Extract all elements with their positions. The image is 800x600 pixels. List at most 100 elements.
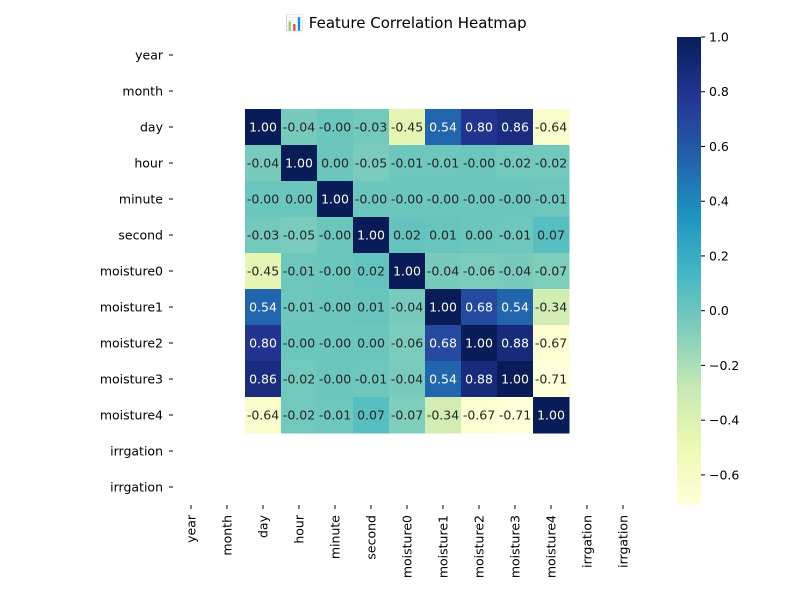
column-axis: year month day hour minute second moisture0 moi… [184, 505, 631, 578]
heatmap-cell [425, 217, 462, 254]
row-tick-label: moisture0 [100, 264, 163, 279]
cell-value-label: -0.45 [391, 120, 423, 135]
heatmap-cell [245, 289, 282, 326]
cell-value-label: 0.88 [501, 336, 529, 351]
cell-value-label: -0.64 [247, 408, 279, 423]
heatmap-cell [353, 397, 390, 434]
heatmap-cell [461, 217, 498, 254]
cell-value-label: 1.00 [501, 372, 529, 387]
cell-value-label: -0.03 [247, 228, 279, 243]
cell-value-label: -0.04 [247, 156, 279, 171]
row-tick-label: year [135, 48, 164, 63]
colorbar-gradient [677, 37, 701, 505]
heatmap-cell [317, 325, 354, 362]
colorbar-tick-label: 0.2 [709, 248, 729, 263]
heatmap-cell [317, 109, 354, 146]
cell-value-label: 0.54 [429, 120, 457, 135]
row-tick-label: minute [119, 192, 163, 207]
cell-value-label: -0.05 [355, 156, 387, 171]
cell-value-label: -0.04 [391, 300, 423, 315]
heatmap-cell [281, 289, 318, 326]
cell-value-label: -0.00 [355, 192, 387, 207]
row-tick-label: moisture1 [100, 300, 163, 315]
heatmap-cell [317, 181, 354, 218]
colorbar-tick-label: −0.4 [709, 413, 739, 428]
cell-value-label: 1.00 [357, 228, 385, 243]
cell-value-label: 1.00 [249, 120, 277, 135]
colorbar-tick-label: 1.0 [709, 30, 729, 45]
cell-value-label: -0.01 [499, 228, 531, 243]
heatmap-cell [461, 181, 498, 218]
cell-value-label: 0.54 [249, 300, 277, 315]
column-tick-label: moisture2 [472, 515, 487, 578]
heatmap-cell [281, 325, 318, 362]
heatmap-cell [281, 361, 318, 398]
cell-value-label: -0.71 [535, 372, 567, 387]
heatmap-cell [389, 145, 426, 182]
heatmap-cell [461, 325, 498, 362]
heatmap-cell-labels: 1.00 -0.04 -0.00 -0.03 -0.45 0.54 0.80 0.86 -0.6… [247, 120, 567, 423]
heatmap-cell [281, 181, 318, 218]
heatmap-cell [425, 109, 462, 146]
heatmap-cell [281, 145, 318, 182]
cell-value-label: 1.00 [321, 192, 349, 207]
cell-value-label: -0.34 [535, 300, 567, 315]
cell-value-label: -0.03 [355, 120, 387, 135]
heatmap-cell [281, 253, 318, 290]
heatmap-cell [425, 289, 462, 326]
row-tick-label: month [122, 84, 163, 99]
cell-value-label: 0.80 [465, 120, 493, 135]
column-tick-label: minute [328, 515, 343, 559]
cell-value-label: -0.34 [427, 408, 459, 423]
cell-value-label: -0.01 [427, 156, 459, 171]
column-tick-label: irrgation [580, 515, 595, 568]
row-tick-label: hour [134, 156, 163, 171]
colorbar-tick-label: −0.6 [709, 467, 739, 482]
cell-value-label: 0.86 [249, 372, 277, 387]
cell-value-label: -0.71 [499, 408, 531, 423]
heatmap-cell [245, 181, 282, 218]
heatmap-cell [389, 289, 426, 326]
heatmap-cell [425, 181, 462, 218]
cell-value-label: 0.00 [465, 228, 493, 243]
cell-value-label: -0.00 [391, 192, 423, 207]
heatmap-cell [389, 361, 426, 398]
column-tick-label: day [256, 514, 271, 538]
heatmap-cell [245, 325, 282, 362]
row-tick-label: irrgation [110, 480, 163, 495]
heatmap-cell [533, 217, 570, 254]
heatmap-cell [497, 397, 534, 434]
heatmap-cell [425, 397, 462, 434]
cell-value-label: 0.54 [501, 300, 529, 315]
column-tick-label: year [184, 514, 199, 543]
heatmap-cell [533, 397, 570, 434]
heatmap-cell [461, 289, 498, 326]
cell-value-label: 0.01 [357, 300, 385, 315]
heatmap-cell [425, 361, 462, 398]
heatmap-cell [353, 289, 390, 326]
heatmap-cell [425, 253, 462, 290]
heatmap-cell [533, 145, 570, 182]
heatmap-cell [245, 361, 282, 398]
cell-value-label: -0.04 [427, 264, 459, 279]
column-tick-label: moisture3 [508, 515, 523, 578]
heatmap-cell [497, 361, 534, 398]
cell-value-label: -0.02 [283, 408, 315, 423]
cell-value-label: 0.00 [357, 336, 385, 351]
heatmap-cell [533, 109, 570, 146]
cell-value-label: -0.00 [499, 192, 531, 207]
cell-value-label: 0.02 [357, 264, 385, 279]
heatmap-cell [389, 253, 426, 290]
cell-value-label: -0.04 [499, 264, 531, 279]
heatmap-cell [317, 361, 354, 398]
row-axis: year month day hour minute second moisture0 moi… [100, 48, 173, 495]
heatmap-cell [353, 109, 390, 146]
cell-value-label: 0.54 [429, 372, 457, 387]
cell-value-label: 0.07 [537, 228, 565, 243]
heatmap-cell [353, 181, 390, 218]
heatmap-cell [389, 181, 426, 218]
cell-value-label: 0.01 [429, 228, 457, 243]
cell-value-label: -0.05 [283, 228, 315, 243]
cell-value-label: -0.00 [463, 192, 495, 207]
heatmap-cell [317, 397, 354, 434]
